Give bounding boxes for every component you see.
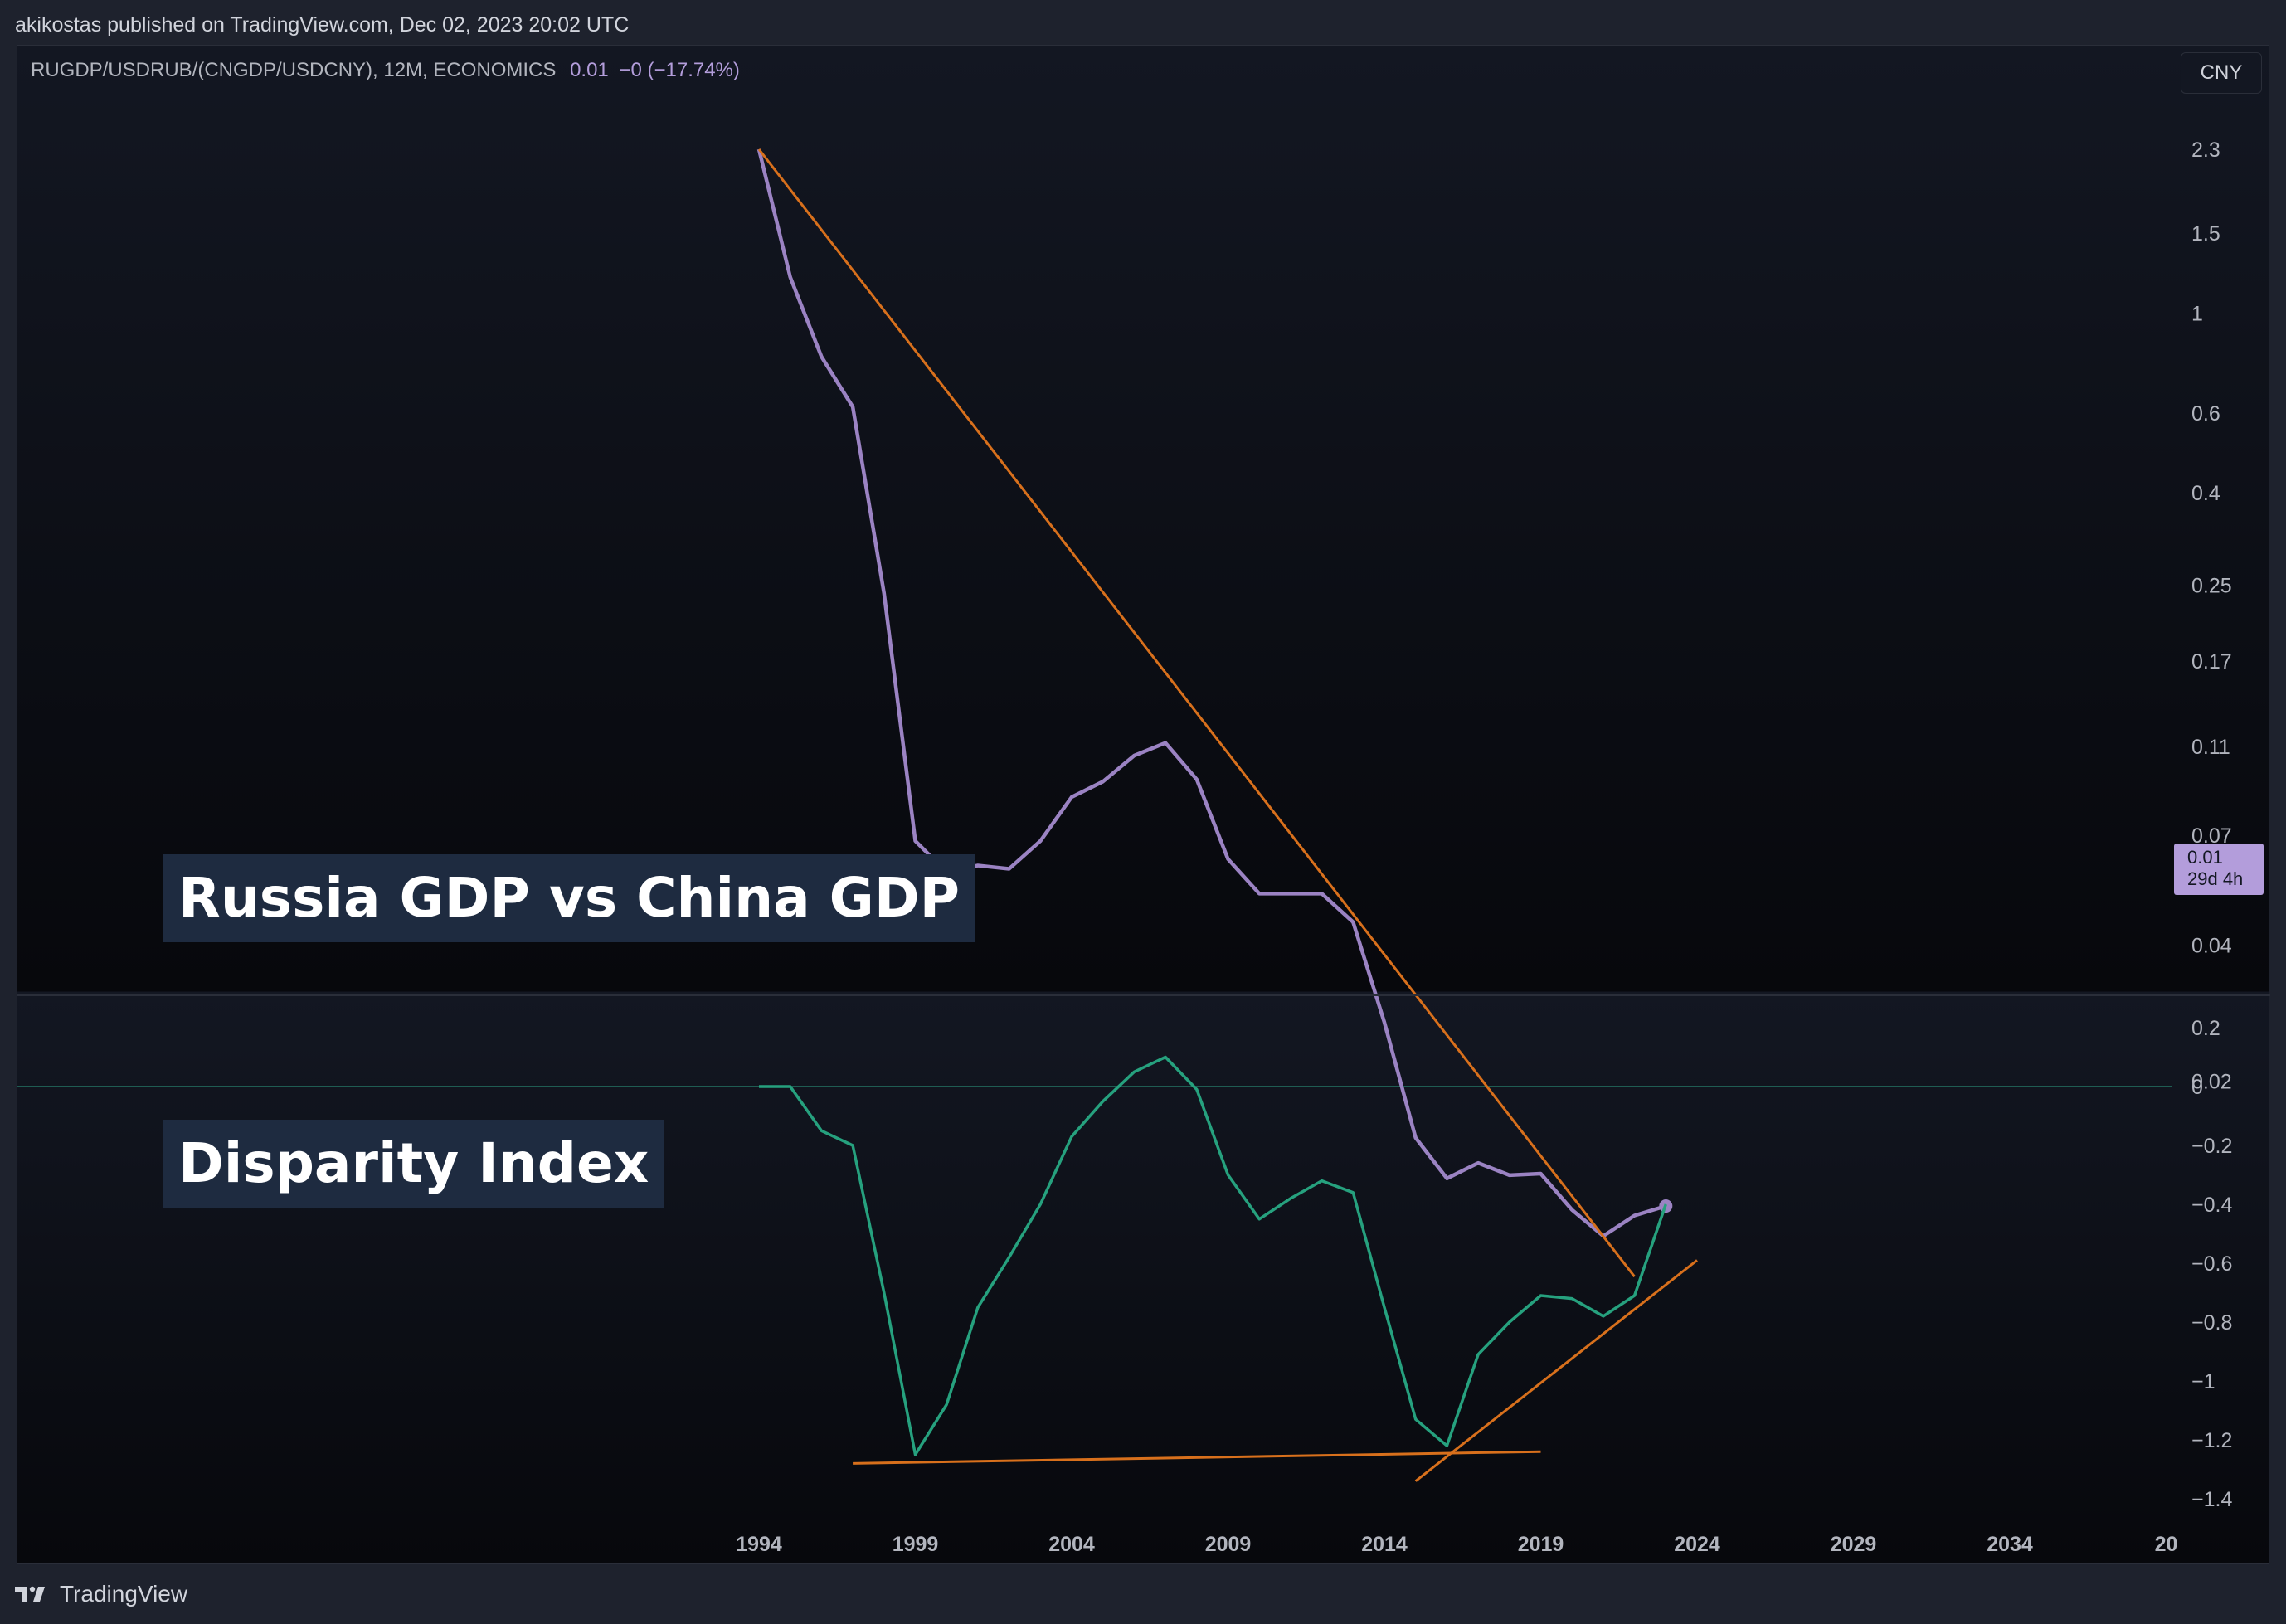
symbol-legend: RUGDP/USDRUB/(CNGDP/USDCNY), 12M, ECONOM… [31,59,740,82]
y-tick-sub-5: −0.8 [2191,1311,2232,1335]
chart-canvas[interactable]: 3.52.31.510.60.40.250.170.110.070.040.02… [17,46,2270,1565]
main-chart-title: Russia GDP vs China GDP [163,854,975,942]
y-tick-sub-6: −1 [2191,1370,2215,1393]
x-tick-0: 1994 [736,1533,782,1556]
y-tick-main-4: 0.6 [2191,402,2220,425]
y-tick-sub-4: −0.6 [2191,1252,2232,1276]
x-tick-4: 2014 [1361,1533,1408,1556]
disparity-series-line [759,1055,1667,1456]
y-tick-main-3: 1 [2191,302,2203,325]
x-tick-1: 1999 [893,1533,939,1556]
price-series-line [756,148,1666,1238]
y-tick-sub-7: −1.2 [2191,1429,2232,1452]
x-tick-3: 2009 [1205,1533,1252,1556]
legend-change: −0 (−17.74%) [619,59,740,81]
y-tick-sub-8: −1.4 [2191,1488,2232,1511]
disparity-trend-line-1 [1414,1259,1698,1482]
y-tick-sub-1: 0 [2191,1076,2203,1099]
y-tick-main-1: 2.3 [2191,139,2220,162]
y-tick-main-6: 0.25 [2191,575,2232,598]
y-tick-main-7: 0.17 [2191,650,2232,673]
disparity-trend-line-0 [853,1450,1541,1465]
published-header: akikostas published on TradingView.com, … [15,13,630,36]
y-tick-sub-2: −0.2 [2191,1135,2232,1158]
currency-button[interactable]: CNY [2181,52,2262,94]
x-tick-5: 2019 [1518,1533,1564,1556]
y-tick-main-2: 1.5 [2191,222,2220,246]
price-label-countdown: 29d 4h [2187,868,2244,889]
indicator-title: Disparity Index [163,1120,664,1208]
footer-brand-text: TradingView [60,1581,188,1607]
main-trend-line-0 [757,148,1636,1278]
y-tick-main-5: 0.4 [2191,482,2220,505]
footer-brand-logo[interactable]: TradingView [15,1581,187,1607]
x-tick-9: 20 [2155,1533,2178,1556]
legend-last-value: 0.01 [570,59,609,81]
pane-divider[interactable] [17,994,2270,996]
y-tick-main-11: 0.02 [2191,1071,2232,1094]
last-price-label: 0.01 29d 4h [2174,844,2264,895]
tradingview-logo-icon [15,1586,45,1602]
y-tick-main-8: 0.11 [2191,736,2230,759]
chart-frame[interactable]: 3.52.31.510.60.40.250.170.110.070.040.02… [17,45,2270,1565]
x-tick-8: 2034 [1987,1533,2033,1556]
y-tick-sub-3: −0.4 [2191,1194,2232,1217]
x-tick-7: 2029 [1831,1533,1877,1556]
legend-symbol: RUGDP/USDRUB/(CNGDP/USDCNY), 12M, ECONOM… [31,59,557,81]
x-tick-6: 2024 [1674,1533,1720,1556]
x-tick-2: 2004 [1048,1533,1095,1556]
price-label-value: 0.01 [2187,847,2223,868]
y-tick-main-10: 0.04 [2191,935,2232,958]
y-tick-sub-0: 0.2 [2191,1017,2220,1040]
